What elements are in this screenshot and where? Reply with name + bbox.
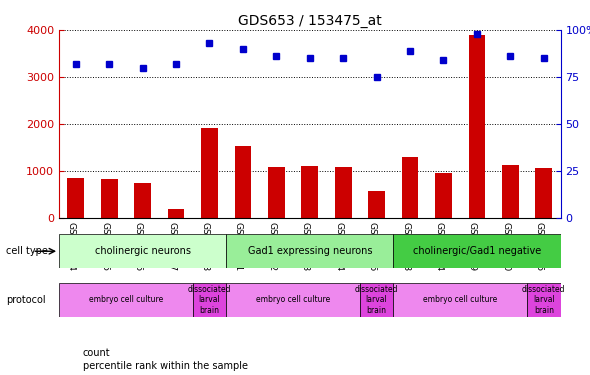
Bar (268, 167, 284, 218)
Text: cholinergic neurons: cholinergic neurons (94, 246, 191, 256)
Bar (535, 168, 552, 217)
FancyBboxPatch shape (193, 283, 226, 317)
Title: GDS653 / 153475_at: GDS653 / 153475_at (238, 13, 382, 28)
FancyBboxPatch shape (394, 234, 560, 268)
Text: embryo cell culture: embryo cell culture (88, 296, 163, 304)
Bar (502, 165, 519, 218)
Bar (201, 128, 218, 218)
Text: cholinergic/Gad1 negative: cholinergic/Gad1 negative (413, 246, 541, 256)
Bar (301, 166, 318, 218)
Bar (168, 209, 184, 218)
Text: Gad1 expressing neurons: Gad1 expressing neurons (247, 246, 372, 256)
Text: dissociated
larval
brain: dissociated larval brain (522, 285, 566, 315)
Bar (435, 173, 452, 217)
FancyBboxPatch shape (226, 234, 394, 268)
Bar (234, 146, 251, 218)
Text: embryo cell culture: embryo cell culture (423, 296, 497, 304)
Text: protocol: protocol (6, 295, 45, 305)
FancyBboxPatch shape (226, 283, 360, 317)
FancyBboxPatch shape (59, 283, 193, 317)
Text: dissociated
larval
brain: dissociated larval brain (188, 285, 231, 315)
FancyBboxPatch shape (527, 283, 560, 317)
Text: percentile rank within the sample: percentile rank within the sample (83, 361, 248, 370)
Bar (368, 191, 385, 217)
Bar (402, 157, 418, 218)
FancyBboxPatch shape (59, 234, 226, 268)
Text: dissociated
larval
brain: dissociated larval brain (355, 285, 398, 315)
Text: cell type: cell type (6, 246, 48, 256)
Bar (134, 183, 151, 218)
FancyBboxPatch shape (360, 283, 394, 317)
Bar (335, 167, 352, 218)
Bar (468, 35, 485, 218)
Bar (101, 179, 117, 218)
Text: embryo cell culture: embryo cell culture (256, 296, 330, 304)
Text: count: count (83, 348, 110, 357)
Bar (67, 178, 84, 218)
FancyBboxPatch shape (394, 283, 527, 317)
